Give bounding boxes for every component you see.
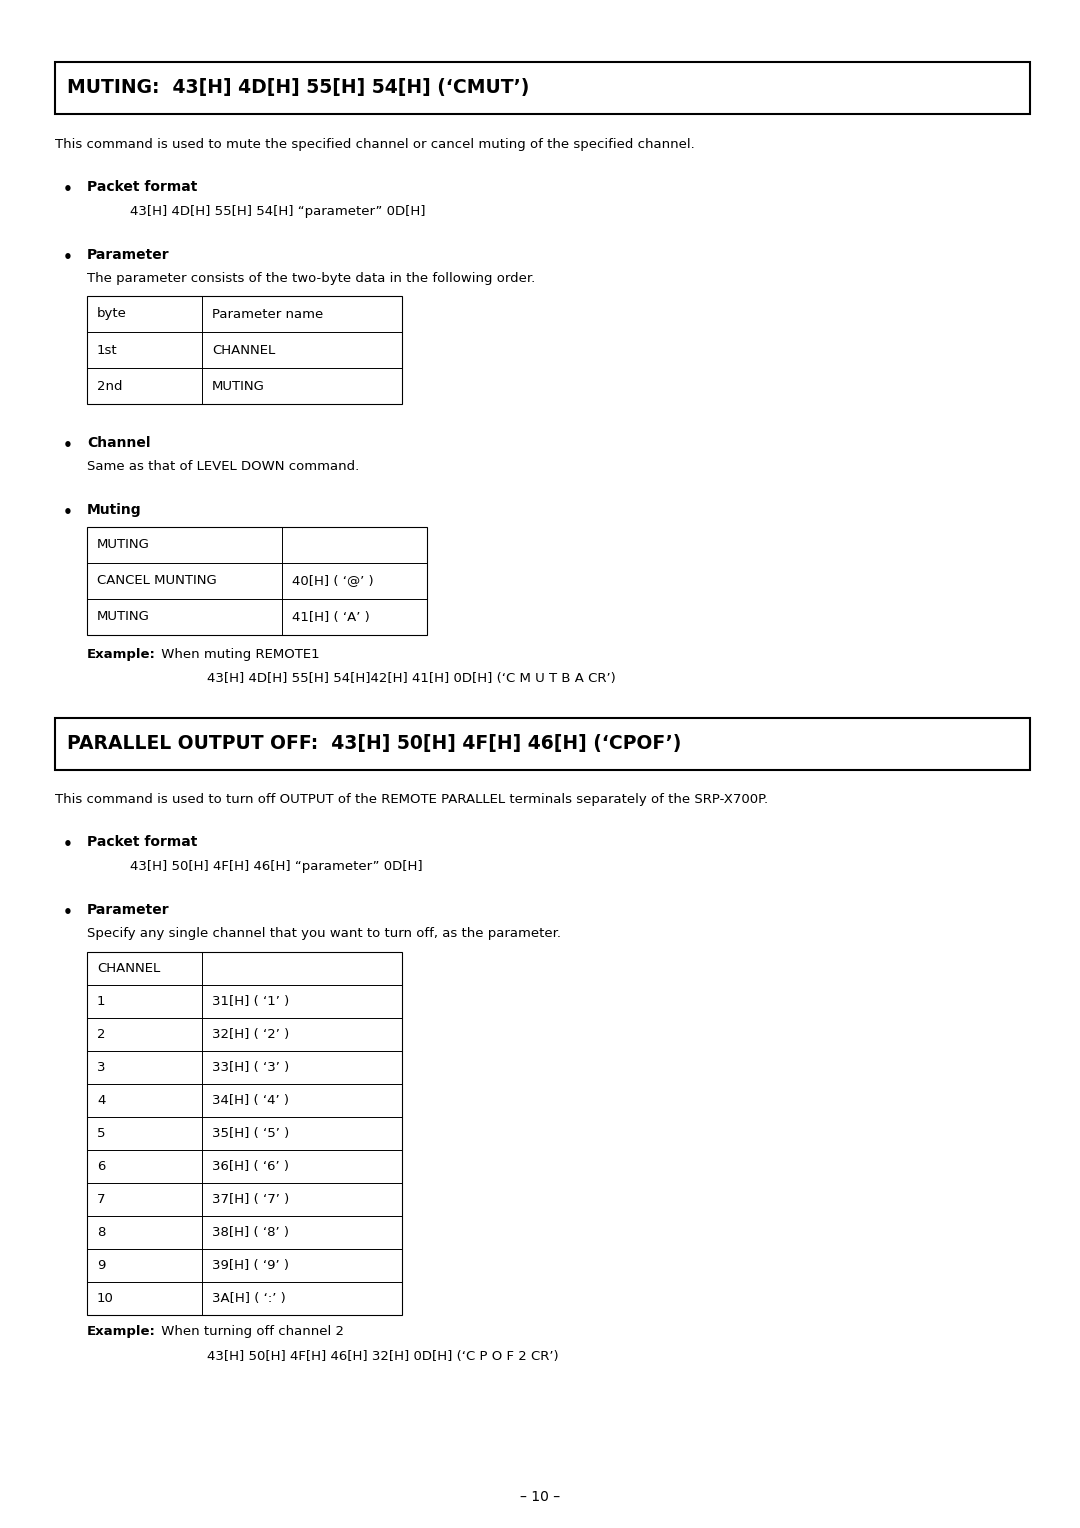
Text: 36[H] ( ‘6’ ): 36[H] ( ‘6’ ) [212,1160,289,1174]
Text: 3: 3 [97,1060,106,1074]
Text: 31[H] ( ‘1’ ): 31[H] ( ‘1’ ) [212,995,289,1008]
Text: 3A[H] ( ‘:’ ): 3A[H] ( ‘:’ ) [212,1293,286,1305]
Text: 2: 2 [97,1028,106,1041]
Text: PARALLEL OUTPUT OFF:  43[H] 50[H] 4F[H] 46[H] (‘CPOF’): PARALLEL OUTPUT OFF: 43[H] 50[H] 4F[H] 4… [67,735,681,753]
Text: The parameter consists of the two-byte data in the following order.: The parameter consists of the two-byte d… [87,272,536,286]
Text: When muting REMOTE1: When muting REMOTE1 [157,648,320,662]
Text: MUTING: MUTING [212,379,265,393]
Bar [55,63,1030,115]
Text: 1st: 1st [97,344,118,356]
Text: •: • [63,251,72,264]
Text: Specify any single channel that you want to turn off, as the parameter.: Specify any single channel that you want… [87,927,561,940]
Text: 9: 9 [97,1259,106,1271]
Text: 43[H] 4D[H] 55[H] 54[H]42[H] 41[H] 0D[H] (‘C M U T B A CR’): 43[H] 4D[H] 55[H] 54[H]42[H] 41[H] 0D[H]… [207,672,616,685]
Text: 6: 6 [97,1160,106,1174]
Bar [87,952,402,1316]
Text: 34[H] ( ‘4’ ): 34[H] ( ‘4’ ) [212,1094,289,1106]
Text: 43[H] 50[H] 4F[H] 46[H] 32[H] 0D[H] (‘C P O F 2 CR’): 43[H] 50[H] 4F[H] 46[H] 32[H] 0D[H] (‘C … [207,1351,558,1363]
Text: – 10 –: – 10 – [519,1490,561,1504]
Text: MUTING: MUTING [97,611,150,623]
Text: 7: 7 [97,1193,106,1206]
Text: 10: 10 [97,1293,113,1305]
Text: 8: 8 [97,1225,106,1239]
Text: byte: byte [97,307,126,321]
Text: 37[H] ( ‘7’ ): 37[H] ( ‘7’ ) [212,1193,289,1206]
Text: Channel: Channel [87,435,150,451]
Text: 1: 1 [97,995,106,1008]
Text: 35[H] ( ‘5’ ): 35[H] ( ‘5’ ) [212,1128,289,1140]
Text: MUTING:  43[H] 4D[H] 55[H] 54[H] (‘CMUT’): MUTING: 43[H] 4D[H] 55[H] 54[H] (‘CMUT’) [67,78,529,98]
Text: 33[H] ( ‘3’ ): 33[H] ( ‘3’ ) [212,1060,289,1074]
Text: 41[H] ( ‘A’ ): 41[H] ( ‘A’ ) [292,611,369,623]
Text: 39[H] ( ‘9’ ): 39[H] ( ‘9’ ) [212,1259,289,1271]
Text: CHANNEL: CHANNEL [212,344,275,356]
Text: 2nd: 2nd [97,379,122,393]
Text: 40[H] ( ‘@’ ): 40[H] ( ‘@’ ) [292,575,374,587]
Bar [87,527,427,636]
Text: Parameter name: Parameter name [212,307,323,321]
Text: This command is used to mute the specified channel or cancel muting of the speci: This command is used to mute the specifi… [55,138,694,151]
Text: Packet format: Packet format [87,180,198,194]
Text: When turning off channel 2: When turning off channel 2 [157,1325,345,1339]
Bar [55,718,1030,770]
Text: CANCEL MUNTING: CANCEL MUNTING [97,575,217,587]
Text: •: • [63,439,72,452]
Text: 43[H] 4D[H] 55[H] 54[H] “parameter” 0D[H]: 43[H] 4D[H] 55[H] 54[H] “parameter” 0D[H… [130,205,426,219]
Text: This command is used to turn off OUTPUT of the REMOTE PARALLEL terminals separat: This command is used to turn off OUTPUT … [55,793,768,805]
Text: 5: 5 [97,1128,106,1140]
Text: •: • [63,182,72,197]
Text: Same as that of LEVEL DOWN command.: Same as that of LEVEL DOWN command. [87,460,360,474]
Text: 4: 4 [97,1094,106,1106]
Text: Example:: Example: [87,648,156,662]
Bar [87,296,402,403]
Text: Parameter: Parameter [87,903,170,917]
Text: •: • [63,504,72,520]
Text: Packet format: Packet format [87,834,198,850]
Text: 43[H] 50[H] 4F[H] 46[H] “parameter” 0D[H]: 43[H] 50[H] 4F[H] 46[H] “parameter” 0D[H… [130,860,422,872]
Text: Muting: Muting [87,503,141,516]
Text: MUTING: MUTING [97,538,150,552]
Text: Parameter: Parameter [87,248,170,261]
Text: CHANNEL: CHANNEL [97,963,160,975]
Text: •: • [63,905,72,920]
Text: 32[H] ( ‘2’ ): 32[H] ( ‘2’ ) [212,1028,289,1041]
Text: 38[H] ( ‘8’ ): 38[H] ( ‘8’ ) [212,1225,289,1239]
Text: •: • [63,837,72,853]
Text: Example:: Example: [87,1325,156,1339]
